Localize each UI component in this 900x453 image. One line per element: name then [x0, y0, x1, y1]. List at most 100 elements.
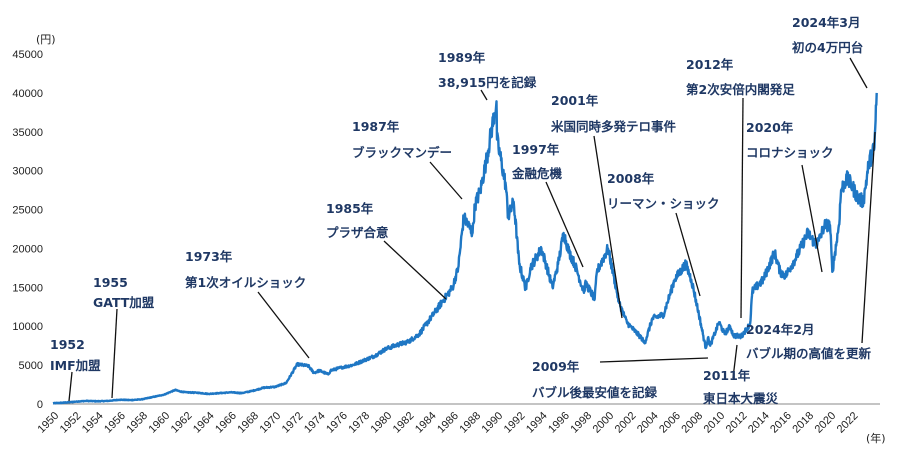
- x-tick-label: 2012: [724, 410, 750, 436]
- annotation-pointer: [111, 308, 118, 399]
- annotation-pointer: [801, 164, 823, 273]
- annotation-pointer: [480, 89, 488, 101]
- y-tick-label: 30000: [12, 166, 43, 178]
- annotation-year: 1987年: [352, 119, 400, 134]
- annotation-pointer: [68, 371, 73, 402]
- annotation-event: 第1次オイルショック: [185, 275, 306, 290]
- y-axis-ticks: 0 5000 10000 15000 20000 25000 30000 35000 40000…: [12, 49, 43, 411]
- annotation-year: 2024年3月: [792, 15, 861, 30]
- x-tick-label: 1982: [391, 410, 417, 436]
- annotation-pointer: [545, 181, 584, 268]
- annotation-year: 2011年: [703, 368, 751, 383]
- annotation-year: 1997年: [512, 142, 560, 157]
- annotation-year: 2012年: [686, 57, 734, 72]
- x-tick-label: 1952: [58, 410, 84, 436]
- x-tick-label: 1956: [102, 410, 128, 436]
- x-tick-label: 1998: [568, 410, 594, 436]
- annotation-event: 東日本大震災: [703, 391, 779, 406]
- annotation-pointer: [429, 161, 463, 200]
- annotation-event: プラザ合意: [326, 225, 389, 240]
- annotation-year: 2001年: [551, 93, 599, 108]
- x-tick-label: 1954: [80, 410, 106, 436]
- x-tick-label: 1986: [435, 410, 461, 436]
- x-tick-label: 1990: [480, 410, 506, 436]
- annotation-event: 初の4万円台: [792, 40, 863, 55]
- annotation-year: 1952: [50, 337, 85, 352]
- annotation-event: 金融危機: [511, 166, 563, 181]
- y-tick-label: 0: [37, 399, 43, 411]
- annotation-pointer: [732, 344, 738, 379]
- x-tick-label: 1978: [346, 410, 372, 436]
- annotation-pointer: [675, 212, 701, 297]
- annotation-pointer: [383, 240, 447, 300]
- x-tick-label: 2016: [768, 410, 794, 436]
- annotation-pointer: [257, 291, 310, 359]
- x-tick-label: 1988: [457, 410, 483, 436]
- annotation-pointer: [740, 97, 744, 319]
- y-tick-label: 5000: [19, 360, 43, 372]
- annotation-event: ブラックマンデー: [352, 145, 452, 160]
- x-tick-label: 2000: [591, 410, 617, 436]
- x-tick-label: 1994: [524, 410, 550, 436]
- x-tick-label: 1962: [169, 410, 195, 436]
- y-tick-label: 45000: [12, 49, 43, 61]
- y-tick-label: 15000: [12, 282, 43, 294]
- annotation-year: 2024年2月: [746, 322, 815, 337]
- annotation-event: IMF加盟: [50, 358, 101, 373]
- annotation-event: GATT加盟: [93, 295, 155, 310]
- y-tick-label: 20000: [12, 243, 43, 255]
- series-line-nikkei: [52, 92, 878, 405]
- annotation-event: バブル後最安値を記録: [532, 385, 658, 400]
- x-tick-label: 1984: [413, 410, 439, 436]
- x-tick-label: 2002: [613, 410, 639, 436]
- x-tick-label: 2004: [635, 410, 661, 436]
- annotation-event: 米国同時多発テロ事件: [550, 119, 677, 134]
- annotation-year: 1985年: [326, 201, 374, 216]
- x-tick-label: 2022: [835, 410, 861, 436]
- x-tick-label: 2010: [702, 410, 728, 436]
- x-tick-label: 2020: [813, 410, 839, 436]
- x-tick-label: 1960: [147, 410, 173, 436]
- annotation-event: 第2次安倍内閣発足: [686, 82, 795, 97]
- x-tick-label: 1972: [280, 410, 306, 436]
- annotation-year: 1989年: [438, 50, 486, 65]
- x-axis-unit: (年): [866, 431, 886, 445]
- annotation-pointer: [861, 131, 876, 344]
- annotation-year: 2008年: [607, 171, 655, 186]
- x-tick-label: 1976: [324, 410, 350, 436]
- x-tick-label: 1970: [258, 410, 284, 436]
- x-tick-label: 1958: [124, 410, 150, 436]
- x-tick-label: 2014: [746, 410, 772, 436]
- annotation-year: 1955: [93, 275, 128, 290]
- y-tick-label: 25000: [12, 205, 43, 217]
- x-tick-label: 2006: [657, 410, 683, 436]
- annotation-year: 2020年: [746, 120, 794, 135]
- annotation-event: リーマン・ショック: [607, 196, 720, 211]
- x-tick-label: 1996: [546, 410, 572, 436]
- x-tick-label: 1966: [213, 410, 239, 436]
- x-tick-label: 1968: [235, 410, 261, 436]
- annotation-pointer: [599, 357, 709, 363]
- x-tick-label: 1980: [369, 410, 395, 436]
- annotation-pointer: [593, 135, 623, 319]
- annotation-pointer: [849, 57, 868, 89]
- x-tick-label: 2008: [679, 410, 705, 436]
- annotation-event: コロナショック: [746, 145, 834, 160]
- x-tick-label: 1992: [502, 410, 528, 436]
- annotation-year: 1973年: [185, 249, 233, 264]
- annotation-event: バブル期の高値を更新: [746, 346, 872, 361]
- x-tick-label: 1950: [36, 410, 62, 436]
- y-axis-unit: (円): [36, 33, 56, 46]
- annotation-year: 2009年: [532, 359, 580, 374]
- y-tick-label: 10000: [12, 321, 43, 333]
- y-tick-label: 35000: [12, 127, 43, 139]
- x-axis-ticks: 1950195219541956195819601962196419661968…: [36, 410, 861, 436]
- x-tick-label: 1964: [191, 410, 217, 436]
- x-tick-label: 2018: [790, 410, 816, 436]
- y-tick-label: 40000: [12, 88, 43, 100]
- annotation-event: 38,915円を記録: [438, 75, 537, 90]
- x-tick-label: 1974: [302, 410, 328, 436]
- annotation-pointers: [68, 57, 876, 402]
